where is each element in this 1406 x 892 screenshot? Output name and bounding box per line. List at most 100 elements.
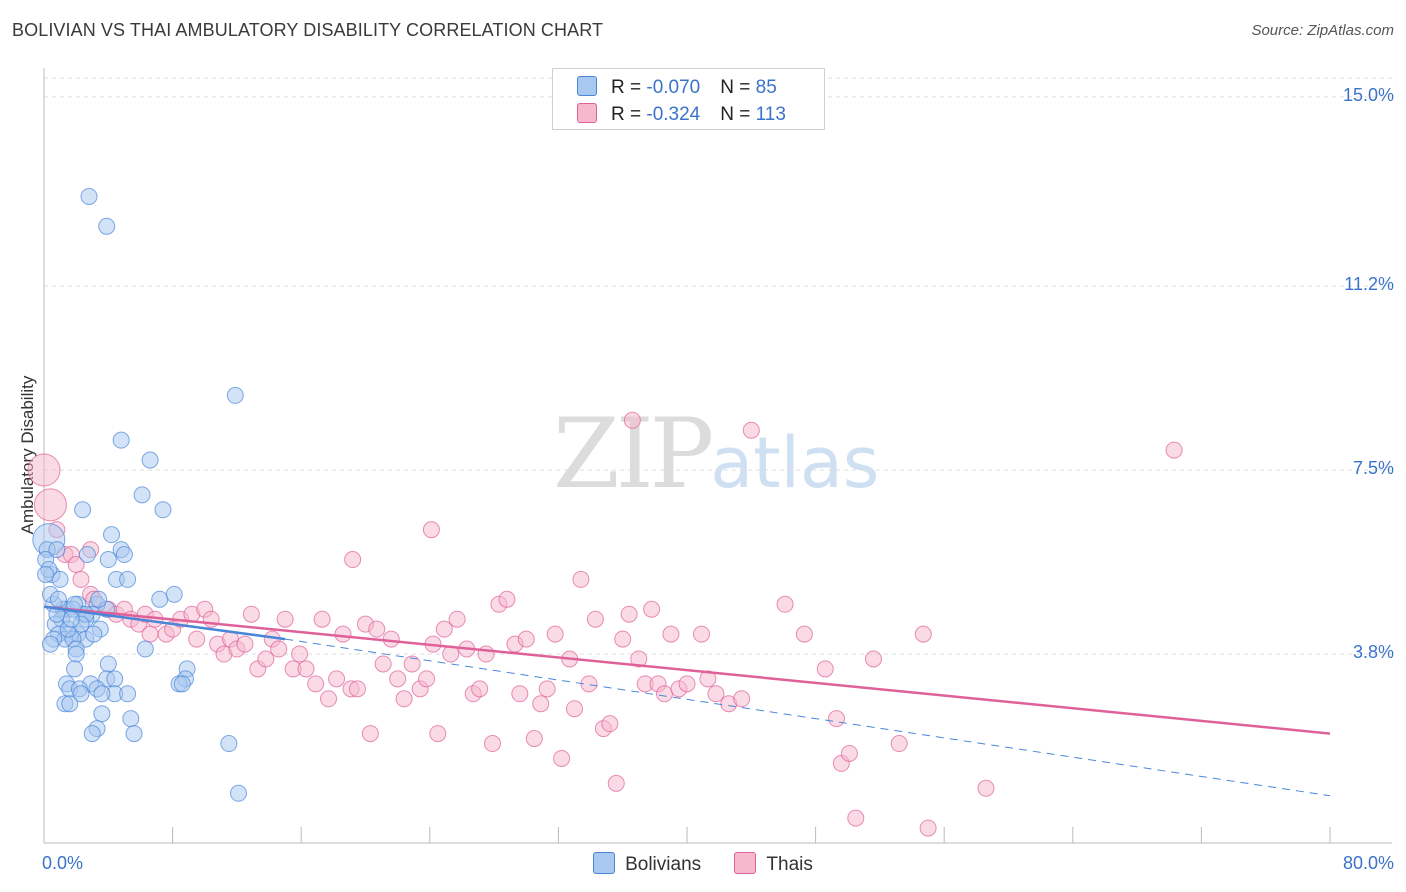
legend-n-label: N = <box>720 77 756 98</box>
legend-r-value: -0.070 <box>646 77 701 98</box>
bolivian-point <box>122 710 140 728</box>
thai-point <box>517 630 535 648</box>
thai-point <box>827 710 845 728</box>
bolivian-point <box>226 386 244 404</box>
thai-point <box>498 590 516 608</box>
legend-swatch-thais <box>734 852 757 874</box>
y-tick-label: 15.0% <box>1342 85 1394 105</box>
bolivian-point <box>220 735 238 753</box>
legend-r-prefix: R = <box>611 77 647 98</box>
thai-point <box>344 551 362 569</box>
thai-point <box>742 421 760 439</box>
bolivian-point <box>80 187 98 205</box>
thai-point <box>655 685 673 703</box>
bolivian-point <box>93 705 111 723</box>
thai-point <box>914 625 932 643</box>
bolivian-point <box>154 501 172 519</box>
thai-point <box>795 625 813 643</box>
bolivian-points <box>32 187 248 802</box>
bolivian-point <box>106 670 124 688</box>
thai-point <box>435 620 453 638</box>
bolivian-point <box>37 565 55 583</box>
legend-swatch-thais <box>577 103 597 123</box>
bolivian-point <box>173 675 191 693</box>
thai-point <box>919 819 937 837</box>
bolivian-point <box>165 585 183 603</box>
legend-row-thais: R = -0.324 N = 113 <box>577 103 786 126</box>
x-tick-label-max: 80.0% <box>1342 853 1394 873</box>
thai-point <box>565 700 583 718</box>
thai-point <box>864 650 882 668</box>
thai-point <box>188 630 206 648</box>
thai-point <box>511 685 529 703</box>
thai-point <box>776 595 794 613</box>
thai-point <box>27 453 61 487</box>
bolivian-point <box>119 570 137 588</box>
bolivian-point <box>115 546 133 564</box>
bolivian-point <box>119 685 137 703</box>
chart-title: BOLIVIAN VS THAI AMBULATORY DISABILITY C… <box>12 20 604 40</box>
thai-point <box>630 650 648 668</box>
thai-point <box>483 735 501 753</box>
bolivian-point <box>78 546 96 564</box>
thai-point <box>395 690 413 708</box>
thai-point <box>368 620 386 638</box>
bolivian-point <box>99 551 117 569</box>
trend-lines <box>43 605 1331 797</box>
thai-point <box>525 730 543 748</box>
thai-point <box>348 680 366 698</box>
bolivian-point <box>74 501 92 519</box>
thai-point <box>532 695 550 713</box>
legend-row-bolivians: R = -0.070 N = 85 <box>577 76 777 99</box>
thai-trend-line <box>43 605 1331 735</box>
bolivian-point <box>83 725 101 743</box>
thai-point <box>699 670 717 688</box>
thai-point <box>313 610 331 628</box>
legend-item-bolivians: Bolivians <box>593 852 701 876</box>
bolivian-point <box>136 640 154 658</box>
bolivian-point <box>62 610 80 628</box>
thai-point <box>418 670 436 688</box>
bolivian-point <box>133 486 151 504</box>
bolivian-point <box>99 655 117 673</box>
thai-point <box>257 650 275 668</box>
thai-point <box>553 749 571 767</box>
bolivian-point <box>90 590 108 608</box>
thai-point <box>620 605 638 623</box>
legend-item-thais: Thais <box>734 852 813 876</box>
thai-point <box>270 640 288 658</box>
thai-point <box>601 715 619 733</box>
thai-point <box>840 744 858 762</box>
bolivian-trend-line <box>43 605 286 641</box>
legend-swatch-bolivians <box>593 852 616 874</box>
thai-point <box>890 735 908 753</box>
thai-point <box>422 521 440 539</box>
thai-point <box>403 655 421 673</box>
thai-point <box>847 809 865 827</box>
thai-point <box>678 675 696 693</box>
thai-point <box>586 610 604 628</box>
thai-point <box>297 660 315 678</box>
thai-point <box>361 725 379 743</box>
thai-point <box>320 690 338 708</box>
thai-point <box>374 655 392 673</box>
y-tick-label: 11.2% <box>1344 273 1394 294</box>
thai-point <box>242 605 260 623</box>
thai-point <box>389 670 407 688</box>
thai-point <box>291 645 309 663</box>
thai-point <box>307 675 325 693</box>
legend-n-value: 113 <box>755 104 786 125</box>
bolivian-point <box>41 635 59 653</box>
thai-point <box>572 570 590 588</box>
axes <box>43 68 1392 844</box>
thai-point <box>816 660 834 678</box>
gridlines <box>44 77 1392 655</box>
thai-point <box>276 610 294 628</box>
bolivian-point <box>85 625 103 643</box>
thai-point <box>692 625 710 643</box>
bolivian-point <box>51 570 69 588</box>
source-label: Source: ZipAtlas.com <box>1251 22 1394 39</box>
legend-r-value: -0.324 <box>646 104 701 125</box>
thai-point <box>623 411 641 429</box>
y-tick-label: 3.8% <box>1352 642 1394 662</box>
